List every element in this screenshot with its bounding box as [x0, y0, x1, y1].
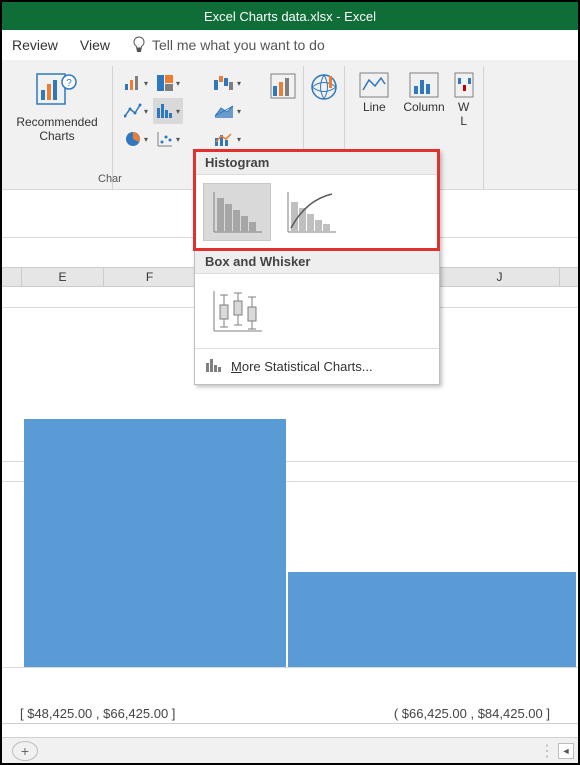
add-sheet-button[interactable]: + — [12, 741, 38, 761]
lightbulb-icon — [132, 36, 146, 55]
pareto-chart-tile[interactable] — [277, 183, 345, 241]
surface-chart-menu[interactable] — [210, 98, 244, 124]
3d-map-button[interactable] — [303, 70, 345, 104]
row-header-gutter — [2, 268, 22, 286]
boxwhisker-section — [195, 274, 439, 348]
chart-bar-1 — [24, 419, 286, 667]
box-whisker-tile[interactable] — [203, 282, 271, 340]
window-title: Excel Charts data.xlsx - Excel — [204, 9, 376, 24]
more-statistical-charts[interactable]: More Statistical Charts... — [195, 348, 439, 384]
title-bar: Excel Charts data.xlsx - Excel — [2, 2, 578, 30]
col-header-J[interactable]: J — [440, 268, 560, 286]
tell-me-search[interactable]: Tell me what you want to do — [132, 36, 325, 55]
histogram-mini-icon — [205, 357, 223, 376]
recommended-charts-icon: ? — [35, 68, 79, 113]
recommended-charts-button[interactable]: ? Recommended Charts — [10, 66, 103, 145]
col-header-F[interactable]: F — [104, 268, 196, 286]
pie-chart-menu[interactable] — [121, 126, 151, 152]
sheet-tab-strip — [2, 723, 578, 737]
tab-view[interactable]: View — [80, 37, 110, 53]
tab-review[interactable]: Review — [12, 37, 58, 53]
horizontal-scrollbar[interactable]: ⋮ ◄ — [539, 741, 574, 761]
scroll-left-button[interactable]: ◄ — [558, 743, 574, 759]
gridline — [2, 667, 578, 668]
drag-handle-icon: ⋮ — [539, 741, 556, 761]
sparkline-column-label: Column — [403, 100, 444, 114]
ribbon-divider — [483, 66, 484, 189]
histogram-section — [195, 175, 439, 249]
statistic-chart-menu[interactable] — [153, 98, 183, 124]
chart-axis-labels: [ $48,425.00 , $66,425.00 ] ( $66,425.00… — [2, 706, 578, 721]
ribbon-tabstrip: Review View Tell me what you want to do — [2, 30, 578, 60]
sparkline-winloss-button[interactable]: WL — [453, 70, 475, 130]
waterfall-chart-menu[interactable] — [210, 70, 244, 96]
chart-bar-2 — [288, 572, 576, 667]
tell-me-placeholder: Tell me what you want to do — [152, 37, 325, 53]
bin-label-1: [ $48,425.00 , $66,425.00 ] — [20, 706, 175, 721]
combo-chart-menu[interactable] — [210, 126, 244, 152]
bar-chart-menu[interactable] — [121, 70, 151, 96]
ribbon-group-recommended: ? Recommended Charts Char — [2, 66, 112, 189]
dropdown-header-boxwhisker: Box and Whisker — [195, 249, 439, 274]
pivotchart-button[interactable] — [263, 70, 303, 102]
more-statistical-charts-label: More Statistical Charts... — [231, 359, 373, 374]
plus-icon: + — [21, 743, 29, 759]
hierarchy-chart-menu[interactable] — [153, 70, 183, 96]
sparkline-line-label: Line — [363, 100, 386, 114]
sparkline-line-button[interactable]: Line — [353, 70, 395, 130]
statistic-charts-dropdown: Histogram — [194, 150, 440, 385]
recommended-charts-label: Recommended Charts — [16, 115, 97, 143]
ribbon-group-charttypes — [113, 66, 191, 189]
sparkline-winloss-label: WL — [458, 100, 469, 128]
line-chart-menu[interactable] — [121, 98, 151, 124]
sparkline-column-button[interactable]: Column — [397, 70, 450, 130]
dropdown-header-histogram: Histogram — [195, 151, 439, 175]
status-bar: + ⋮ ◄ — [2, 737, 578, 763]
col-header-E[interactable]: E — [22, 268, 104, 286]
bin-label-2: ( $66,425.00 , $84,425.00 ] — [394, 706, 550, 721]
histogram-chart-tile[interactable] — [203, 183, 271, 241]
svg-text:?: ? — [66, 78, 72, 89]
scatter-chart-menu[interactable] — [153, 126, 183, 152]
